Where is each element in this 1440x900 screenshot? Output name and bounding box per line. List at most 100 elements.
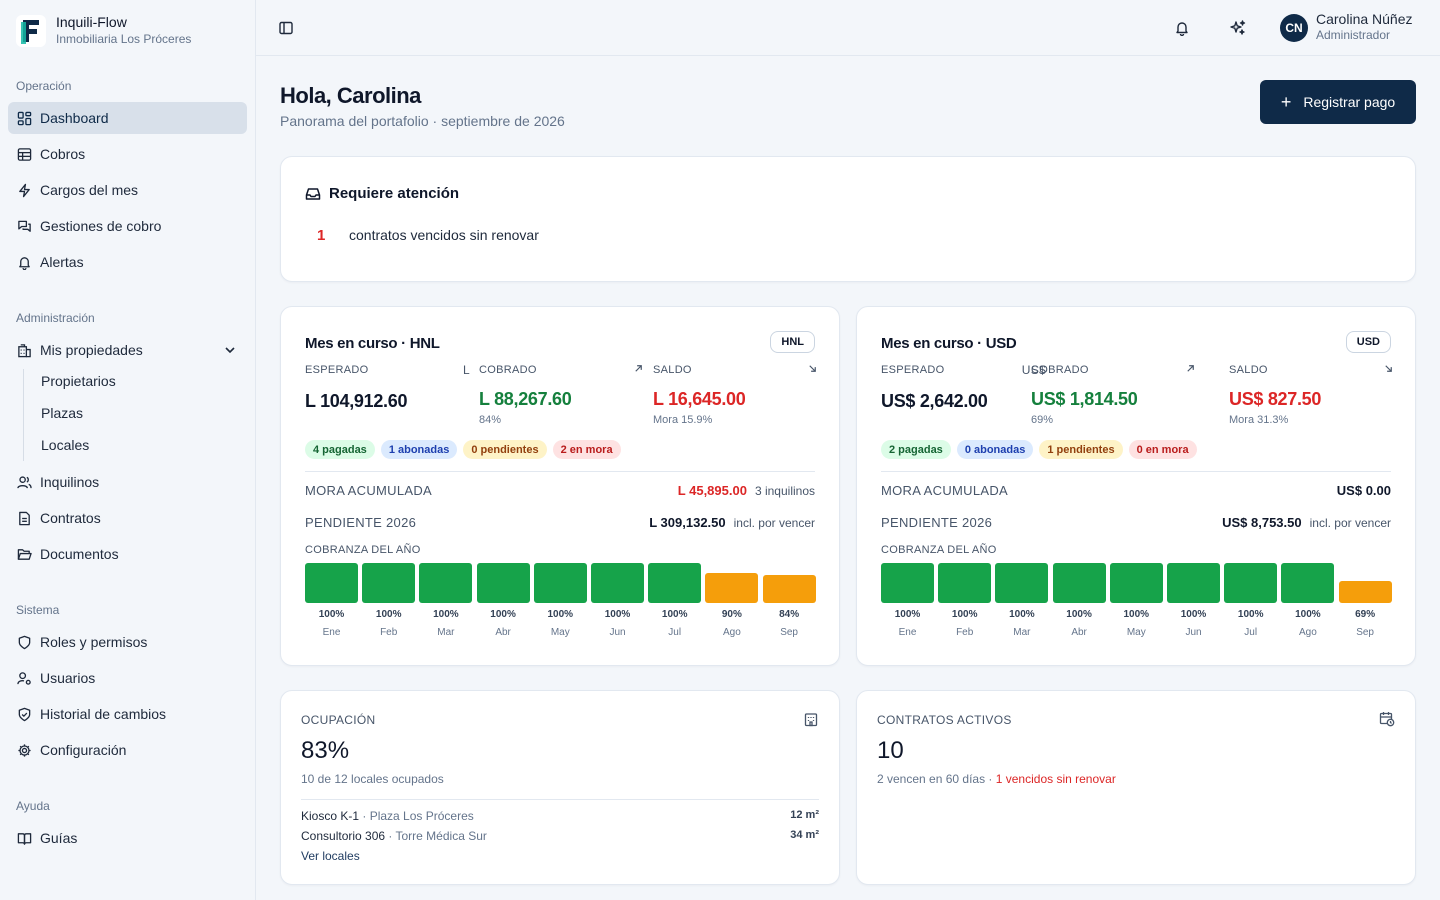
bar-percent-label: 100% [1066,609,1092,620]
metric-esperado: ESPERADO US$ US$ 2,642.00 [881,363,1046,411]
brand[interactable]: Inquili-Flow Inmobiliaria Los Próceres [16,14,191,47]
building-icon [16,342,32,358]
notifications-button[interactable] [1172,18,1192,38]
bar-column: 100% Ene [881,563,934,643]
gear-icon [16,742,32,758]
bar[interactable] [1052,563,1106,603]
mora-note: 3 inquilinos [754,484,815,498]
sidebar-item-alertas[interactable]: Alertas [8,246,247,278]
bar-percent-label: 100% [375,609,402,620]
bar[interactable] [705,573,759,603]
bell-icon [16,254,32,270]
bar[interactable] [762,575,816,603]
sidebar-item-label: Documentos [40,546,119,562]
sidebar-item-dashboard[interactable]: Dashboard [8,102,247,134]
view-locales-link[interactable]: Ver locales [301,849,360,863]
pill-pendientes[interactable]: 0 pendientes [463,440,547,459]
bar[interactable] [362,563,416,603]
brand-logo-icon [16,14,46,47]
sidebar-item-historial[interactable]: Historial de cambios [8,698,247,730]
pill-mora[interactable]: 0 en mora [1128,440,1197,459]
occupancy-label: OCUPACIÓN [301,713,376,727]
bar-month-label: Mar [1013,627,1031,638]
sidebar-item-label: Guías [40,830,78,846]
pill-abonadas[interactable]: 1 abonadas [380,440,458,459]
folder-open-icon [16,546,32,562]
sidebar-item-configuracion[interactable]: Configuración [8,734,247,766]
sidebar-item-inquilinos[interactable]: Inquilinos [8,466,247,498]
chevron-down-icon[interactable] [223,343,237,360]
sidebar-item-label: Mis propiedades [40,342,143,358]
bar[interactable] [533,563,587,603]
sidebar-item-locales[interactable]: Locales [41,437,90,453]
bar-column: 69% Sep [1338,563,1392,643]
bar-percent-label: 84% [779,609,800,620]
month-card-hnl: Mes en curso · HNL HNL ESPERADO L L 104,9… [280,306,840,666]
bar-column: 100% Ene [305,563,358,643]
bar[interactable] [1224,563,1278,603]
sidebar-item-plazas[interactable]: Plazas [41,405,84,421]
bar[interactable] [1109,563,1163,603]
bar-month-label: May [550,627,570,638]
sidebar-item-guias[interactable]: Guías [8,822,247,854]
avatar[interactable]: CN [1280,14,1308,42]
sidebar-item-label: Inquilinos [40,474,100,490]
sidebar-item-contratos[interactable]: Contratos [8,502,247,534]
user-name[interactable]: Carolina Núñez [1316,11,1413,27]
bar[interactable] [476,563,530,603]
bar[interactable] [1281,563,1335,603]
expired-contracts-text[interactable]: 1 vencidos sin renovar [995,772,1116,786]
nav-section-sistema: Sistema [16,603,60,617]
sidebar-item-propiedades[interactable]: Mis propiedades [8,334,247,366]
list-item[interactable]: Kiosco K-1 · Plaza Los Próceres 12 m² [301,809,819,823]
user-role: Administrador [1316,28,1391,42]
bar-month-label: Ago [1298,627,1317,638]
bar[interactable] [1338,581,1392,603]
bar-column: 100% Abr [476,563,530,643]
bar[interactable] [881,563,934,603]
pendiente-row: L 309,132.50 incl. por vencer [649,515,815,530]
pill-abonadas[interactable]: 0 abonadas [956,440,1034,459]
sidebar-item-cobros[interactable]: Cobros [8,138,247,170]
sidebar-item-label: Cargos del mes [40,182,139,198]
pill-pagadas[interactable]: 2 pagadas [881,440,951,459]
bar[interactable] [419,563,473,603]
divider [305,471,815,472]
arrow-down-right-icon [1383,363,1394,377]
bar-percent-label: 100% [604,609,631,620]
bar[interactable] [305,563,358,603]
sidebar-item-cargos[interactable]: Cargos del mes [8,174,247,206]
page-subtitle: Panorama del portafolio · septiembre de … [280,113,565,129]
attention-text[interactable]: contratos vencidos sin renovar [349,227,539,243]
bar-column: 90% Ago [705,563,759,643]
pill-pendientes[interactable]: 1 pendientes [1039,440,1123,459]
pill-pagadas[interactable]: 4 pagadas [305,440,375,459]
bar[interactable] [995,563,1049,603]
metric-cobrado: COBRADO US$ 1,814.50 69% [1031,363,1196,426]
list-item[interactable]: Consultorio 306 · Torre Médica Sur 34 m² [301,829,819,843]
register-payment-button[interactable]: + Registrar pago [1260,80,1416,124]
sidebar-item-propietarios[interactable]: Propietarios [41,373,116,389]
sidebar-item-usuarios[interactable]: Usuarios [8,662,247,694]
sidebar-item-documentos[interactable]: Documentos [8,538,247,570]
bar-column: 100% Mar [995,563,1049,643]
occupancy-sub: 10 de 12 locales ocupados [301,772,444,786]
sidebar-item-roles[interactable]: Roles y permisos [8,626,247,658]
sidebar-item-gestiones[interactable]: Gestiones de cobro [8,210,247,242]
currency-badge: HNL [770,331,815,353]
bar[interactable] [1167,563,1220,603]
mora-value: US$ 0.00 [1336,483,1391,498]
occupancy-card: OCUPACIÓN 83% 10 de 12 locales ocupados … [280,690,840,885]
bar[interactable] [648,563,702,603]
pill-mora[interactable]: 2 en mora [552,440,621,459]
metric-saldo: SALDO US$ 827.50 Mora 31.3% [1229,363,1394,426]
cobrado-value: L 88,267.60 [479,389,572,409]
bar[interactable] [591,563,644,603]
assistant-button[interactable] [1228,18,1248,38]
bar[interactable] [938,563,992,603]
toggle-sidebar-button[interactable] [276,18,296,38]
bar-column: 84% Sep [762,563,816,643]
panel-left-icon [279,21,293,35]
bar-month-label: Abr [1071,627,1087,638]
currency-badge: USD [1345,331,1391,353]
